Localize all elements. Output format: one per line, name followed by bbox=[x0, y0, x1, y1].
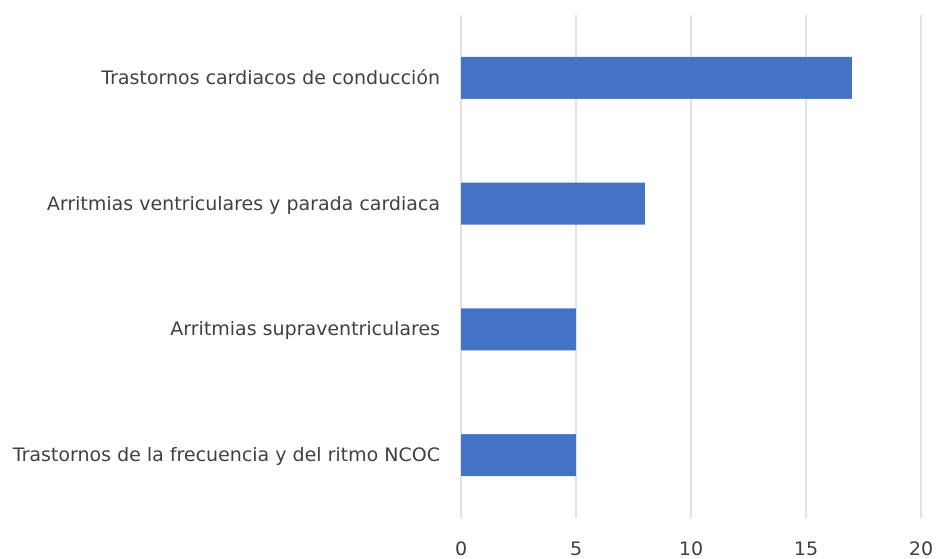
x-tick-label: 10 bbox=[679, 538, 703, 559]
x-tick-label: 20 bbox=[909, 538, 933, 559]
x-tick-label: 0 bbox=[455, 538, 467, 559]
y-tick-label: Arritmias supraventriculares bbox=[170, 318, 440, 341]
bar bbox=[461, 434, 576, 477]
x-tick-label: 15 bbox=[794, 538, 818, 559]
y-tick-label: Trastornos de la frecuencia y del ritmo … bbox=[12, 444, 440, 467]
x-tick-label: 5 bbox=[570, 538, 582, 559]
bar bbox=[461, 182, 645, 225]
y-tick-label: Arritmias ventriculares y parada cardiac… bbox=[46, 192, 440, 215]
y-tick-label: Trastornos cardiacos de conducción bbox=[101, 66, 440, 89]
bar bbox=[461, 56, 852, 99]
bar bbox=[461, 308, 576, 351]
